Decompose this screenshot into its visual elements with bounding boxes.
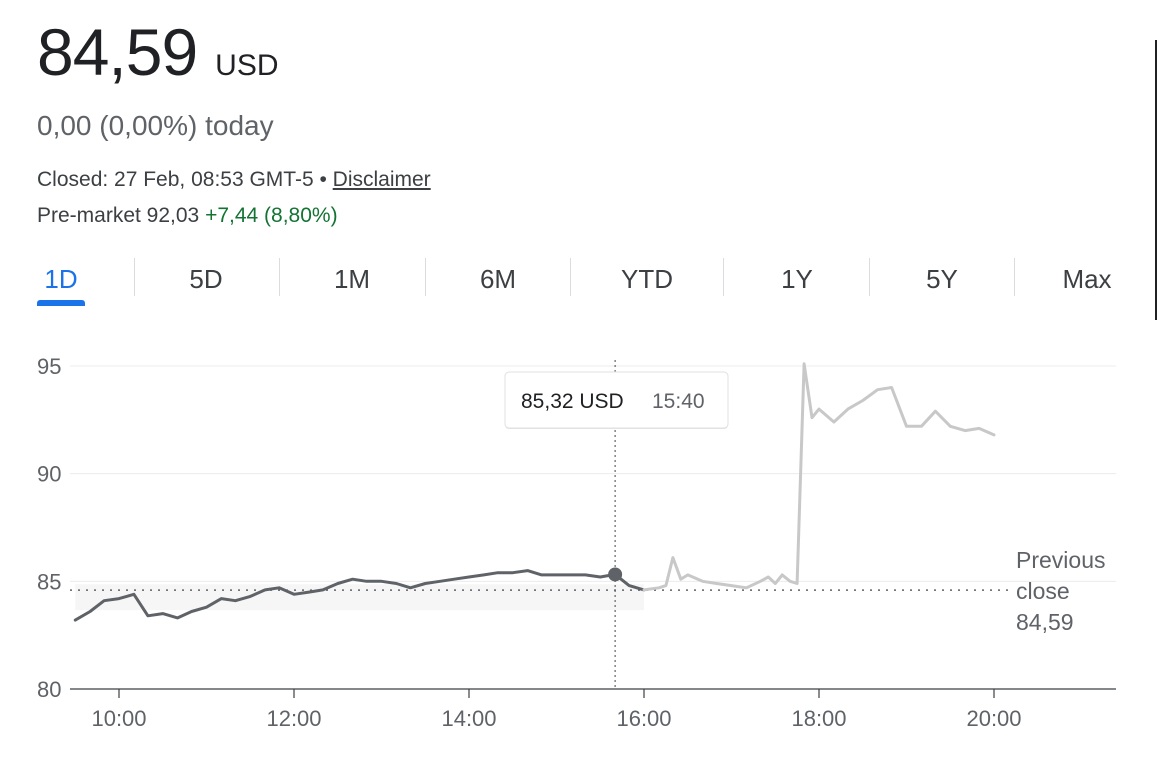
tab-6m[interactable]: 6M (479, 263, 517, 294)
currency-label: USD (215, 49, 279, 82)
after-hours-series-line (642, 362, 996, 592)
x-tick-label: 20:00 (966, 706, 1021, 731)
tab-1d[interactable]: 1D (44, 263, 78, 294)
hover-point (608, 567, 623, 582)
y-tick-label: 90 (37, 462, 61, 487)
range-tabs: 1D 5D 1M 6M YTD 1Y 5Y Max (37, 256, 1122, 308)
tooltip-value: 85,32 USD (521, 390, 624, 413)
tooltip-time: 15:40 (652, 390, 705, 413)
x-tick-label: 10:00 (91, 706, 146, 731)
tab-divider (570, 258, 571, 296)
tab-ytd[interactable]: YTD (621, 263, 673, 294)
y-tick-label: 95 (37, 354, 61, 379)
tooltip-box (504, 371, 729, 429)
x-tick-label: 14:00 (441, 706, 496, 731)
panel-edge (1155, 40, 1157, 320)
tab-5y[interactable]: 5Y (926, 263, 958, 294)
tab-max[interactable]: Max (1062, 263, 1112, 294)
disclaimer-link[interactable]: Disclaimer (332, 168, 431, 191)
tab-divider (425, 258, 426, 296)
tab-1y[interactable]: 1Y (781, 263, 813, 294)
closed-text: Closed: 27 Feb, 08:53 GMT-5 • (37, 168, 333, 191)
tab-divider (869, 258, 870, 296)
tab-divider (134, 258, 135, 296)
price-chart[interactable]: 95 90 85 80 10:00 12:00 14:00 16:00 18:00 20:00 Pr… (0, 330, 1158, 750)
tab-active-indicator (37, 300, 85, 306)
premarket-label: Pre-market 92,03 (37, 204, 206, 227)
previous-close-label: 84,59 (1016, 609, 1074, 635)
market-status: Closed: 27 Feb, 08:53 GMT-5 • Disclaimer (37, 168, 431, 192)
x-tick-label: 18:00 (791, 706, 846, 731)
price-row: 84,59 USD (37, 14, 279, 90)
regular-series-line (73, 569, 646, 622)
x-tick-label: 12:00 (266, 706, 321, 731)
premarket-change: +7,44 (8,80%) (205, 204, 338, 227)
daily-change: 0,00 (0,00%) today (37, 110, 274, 141)
tab-5d[interactable]: 5D (189, 263, 223, 294)
tab-divider (1014, 258, 1015, 296)
previous-close-label: close (1016, 578, 1070, 604)
tab-divider (723, 258, 724, 296)
y-tick-label: 80 (37, 677, 61, 702)
premarket-info: Pre-market 92,03 +7,44 (8,80%) (37, 204, 338, 228)
regular-session-shade (75, 584, 644, 611)
y-tick-label: 85 (37, 569, 61, 594)
previous-close-label: Previous (1016, 547, 1105, 573)
tab-1m[interactable]: 1M (333, 263, 371, 294)
x-tick-label: 16:00 (616, 706, 671, 731)
tab-divider (279, 258, 280, 296)
current-price: 84,59 (37, 15, 198, 89)
